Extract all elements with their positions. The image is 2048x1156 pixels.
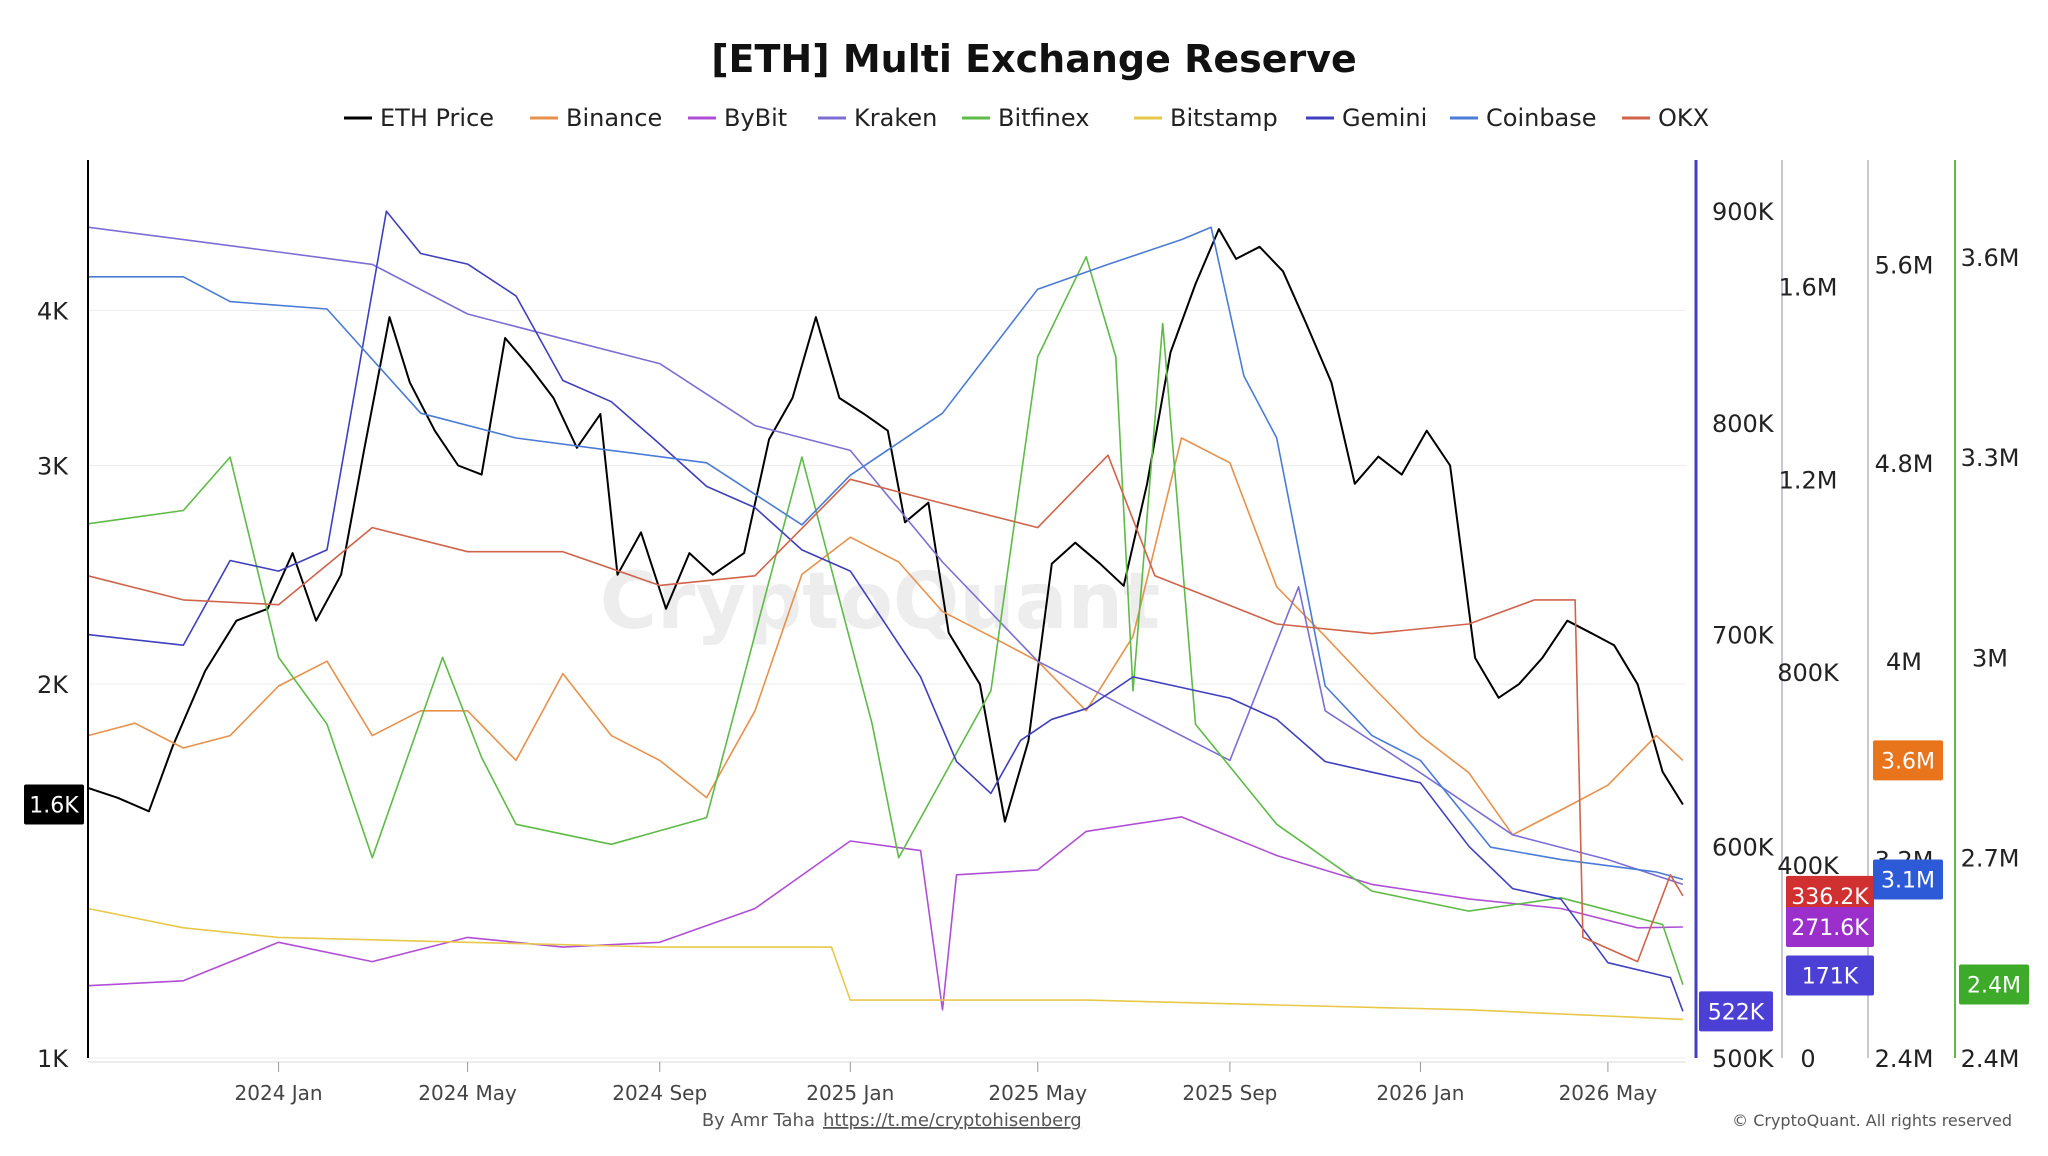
current-price-badge xyxy=(24,784,84,825)
y-tick-label-mid2-axis: 4M xyxy=(1886,648,1922,676)
series-line-binance xyxy=(87,437,1684,836)
copyright: © CryptoQuant. All rights reserved xyxy=(1732,1111,2012,1130)
value-badge-label: 171K xyxy=(1802,965,1859,990)
y-tick-label-mid-axis: 800K xyxy=(1777,659,1840,687)
value-badge-2-4m xyxy=(1959,964,2029,1005)
y-tick-label-mid2-axis: 5.6M xyxy=(1875,251,1934,279)
series-line-coinbase xyxy=(88,226,1684,881)
legend-label: Bitstamp xyxy=(1170,104,1278,132)
axes-layer: 1K2K3K4K1.6K500K600K700K800K900K0400K800… xyxy=(24,160,2029,1105)
legend-item-bitstamp[interactable]: Bitstamp xyxy=(1134,104,1278,132)
value-badge-label: 3.6M xyxy=(1881,749,1935,774)
legend-label: Gemini xyxy=(1342,104,1427,132)
y-tick-label-gemini-axis: 800K xyxy=(1712,410,1775,438)
series-line-kraken xyxy=(87,226,1684,886)
watermark-layer: CryptoQuant xyxy=(600,557,1161,647)
value-badge-271-6k xyxy=(1786,907,1874,948)
y-tick-label-gemini-axis: 900K xyxy=(1712,198,1775,226)
y-tick-label-gemini-axis: 500K xyxy=(1712,1045,1775,1073)
y-tick-label-mid-axis: 400K xyxy=(1777,852,1840,880)
x-tick-label: 2026 Jan xyxy=(1376,1081,1464,1105)
legend-label: Bitfinex xyxy=(998,104,1089,132)
legend-label: Kraken xyxy=(854,104,937,132)
series-line-gemini xyxy=(87,210,1684,1012)
credit-link[interactable]: https://t.me/cryptohisenberg xyxy=(823,1110,1082,1131)
grid-layer xyxy=(88,309,1686,1059)
y-tick-label-mid-axis: 1.2M xyxy=(1779,466,1838,494)
y-tick-label-price: 4K xyxy=(37,297,69,325)
y-tick-label-price: 3K xyxy=(37,452,69,480)
y-tick-label-price: 2K xyxy=(37,671,69,699)
x-tick-label: 2025 May xyxy=(988,1081,1087,1105)
series-layer xyxy=(87,210,1684,1021)
value-badge-label: 271.6K xyxy=(1791,916,1869,941)
x-tick-label: 2024 May xyxy=(418,1081,517,1105)
current-price-label: 1.6K xyxy=(29,794,79,819)
legend-label: Coinbase xyxy=(1486,104,1597,132)
gemini-value-badge xyxy=(1699,991,1773,1032)
legend-label: ByBit xyxy=(724,104,787,132)
legend-item-binance[interactable]: Binance xyxy=(530,104,662,132)
legend-label: Binance xyxy=(566,104,662,132)
value-badge-171k xyxy=(1786,955,1874,996)
x-tick-label: 2025 Sep xyxy=(1182,1081,1277,1105)
legend-item-bitfinex[interactable]: Bitfinex xyxy=(962,104,1089,132)
x-tick-label: 2024 Jan xyxy=(235,1081,323,1105)
legend-item-okx[interactable]: OKX xyxy=(1622,104,1709,132)
credit-author: By Amr Taha xyxy=(702,1110,815,1131)
y-tick-label-price: 1K xyxy=(37,1045,69,1073)
legend-label: ETH Price xyxy=(380,104,494,132)
legend-item-kraken[interactable]: Kraken xyxy=(818,104,937,132)
series-line-bitfinex xyxy=(87,256,1684,985)
chart-title: [ETH] Multi Exchange Reserve xyxy=(711,37,1357,81)
value-badge-336-2k xyxy=(1786,875,1874,916)
value-badge-label: 3.1M xyxy=(1881,868,1935,893)
y-tick-label-gemini-axis: 600K xyxy=(1712,833,1775,861)
x-tick-label: 2025 Jan xyxy=(806,1081,894,1105)
y-tick-label-mid-axis: 0 xyxy=(1800,1045,1815,1073)
legend-item-bybit[interactable]: ByBit xyxy=(688,104,787,132)
value-badge-3-6m xyxy=(1873,740,1943,781)
y-tick-label-green-axis: 3M xyxy=(1972,644,2008,672)
legend-item-gemini[interactable]: Gemini xyxy=(1306,104,1427,132)
series-line-okx xyxy=(87,454,1684,963)
y-tick-label-green-axis: 2.4M xyxy=(1961,1045,2020,1073)
legend-item-coinbase[interactable]: Coinbase xyxy=(1450,104,1597,132)
series-line-bybit xyxy=(87,816,1683,1011)
y-tick-label-gemini-axis: 700K xyxy=(1712,622,1775,650)
value-badge-3-1m xyxy=(1873,859,1943,900)
watermark-text: CryptoQuant xyxy=(600,557,1161,647)
series-line-eth-price xyxy=(87,228,1684,823)
legend-label: OKX xyxy=(1658,104,1709,132)
y-tick-label-mid2-axis: 2.4M xyxy=(1875,1045,1934,1073)
x-tick-label: 2024 Sep xyxy=(612,1081,707,1105)
y-tick-label-mid-axis: 1.6M xyxy=(1779,273,1838,301)
legend: ETH Price Binance ByBit Kraken Bitfinex Bitst… xyxy=(344,104,1709,132)
y-tick-label-green-axis: 2.7M xyxy=(1961,845,2020,873)
gemini-value-label: 522K xyxy=(1708,1000,1765,1025)
y-tick-label-mid2-axis: 4.8M xyxy=(1875,450,1934,478)
x-tick-label: 2026 May xyxy=(1559,1081,1658,1105)
series-line-bitstamp xyxy=(87,907,1683,1021)
footer: By Amr Taha https://t.me/cryptohisenberg… xyxy=(702,1110,2012,1131)
value-badge-label: 2.4M xyxy=(1967,974,2021,999)
value-badge-label: 336.2K xyxy=(1791,885,1869,910)
legend-item-eth-price[interactable]: ETH Price xyxy=(344,104,494,132)
y-tick-label-green-axis: 3.6M xyxy=(1961,244,2020,272)
y-tick-label-green-axis: 3.3M xyxy=(1961,444,2020,472)
